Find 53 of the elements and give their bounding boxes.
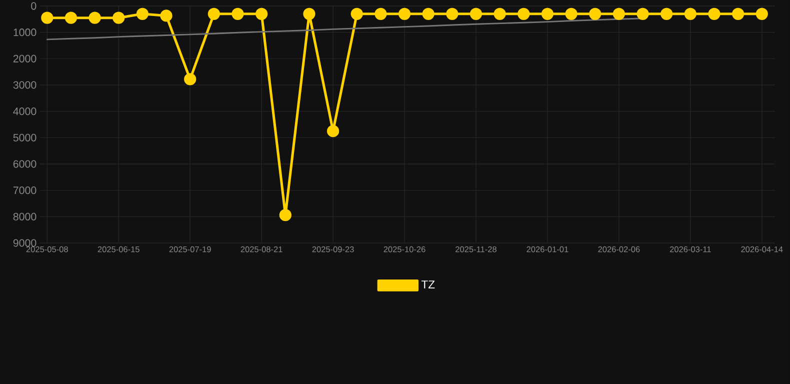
x-tick-label: 2026-01-01 (526, 246, 568, 252)
point (660, 8, 673, 20)
point (41, 12, 54, 24)
x-tick-label: 2025-11-28 (456, 246, 496, 252)
x-tick-label: 2026-04-14 (741, 246, 783, 252)
point (303, 8, 316, 20)
y-tick-label: 8000 (13, 212, 36, 220)
x-tick-label: 2025-07-19 (169, 246, 211, 252)
x-tick-label: 2025-06-15 (98, 246, 140, 252)
x-tick-label: 2025-08-21 (240, 246, 282, 252)
y-tick-label: 3000 (13, 81, 36, 89)
point (279, 209, 292, 222)
point (208, 8, 220, 20)
point (136, 8, 149, 20)
point (326, 125, 340, 138)
y-tick-label: 5000 (13, 134, 36, 142)
point (684, 8, 696, 20)
point (160, 10, 172, 22)
point (708, 8, 720, 20)
point (470, 8, 482, 20)
y-tick-label: 0 (31, 2, 36, 10)
point (184, 73, 196, 86)
point (422, 8, 434, 20)
point (374, 8, 387, 20)
x-tick-label: 2025-05-08 (26, 246, 68, 252)
point (398, 8, 411, 20)
point (350, 8, 363, 20)
point (732, 8, 744, 20)
legend-label: TZ (421, 280, 435, 288)
point (518, 8, 530, 20)
x-tick-label: 2026-02-06 (598, 246, 640, 252)
y-tick-label: 1000 (14, 28, 36, 36)
point (612, 8, 626, 20)
y-tick-label: 7000 (13, 186, 36, 194)
point (256, 8, 268, 20)
y-tick-label: 6000 (13, 160, 36, 168)
point (756, 8, 768, 20)
point (64, 12, 78, 24)
point (565, 8, 578, 20)
x-tick-label: 2025-10-26 (384, 246, 426, 252)
point (112, 12, 125, 24)
point (232, 8, 244, 20)
point (589, 8, 602, 20)
point (494, 8, 506, 20)
point (636, 8, 649, 20)
y-tick-label: 9000 (13, 239, 36, 247)
y-tick-label: 4000 (13, 108, 36, 116)
point (541, 8, 554, 20)
point (88, 12, 101, 24)
point (446, 8, 458, 20)
x-tick-label: 2025-09-23 (312, 246, 354, 252)
x-tick-label: 2026-03-11 (670, 246, 711, 252)
y-tick-label: 2000 (13, 54, 36, 62)
